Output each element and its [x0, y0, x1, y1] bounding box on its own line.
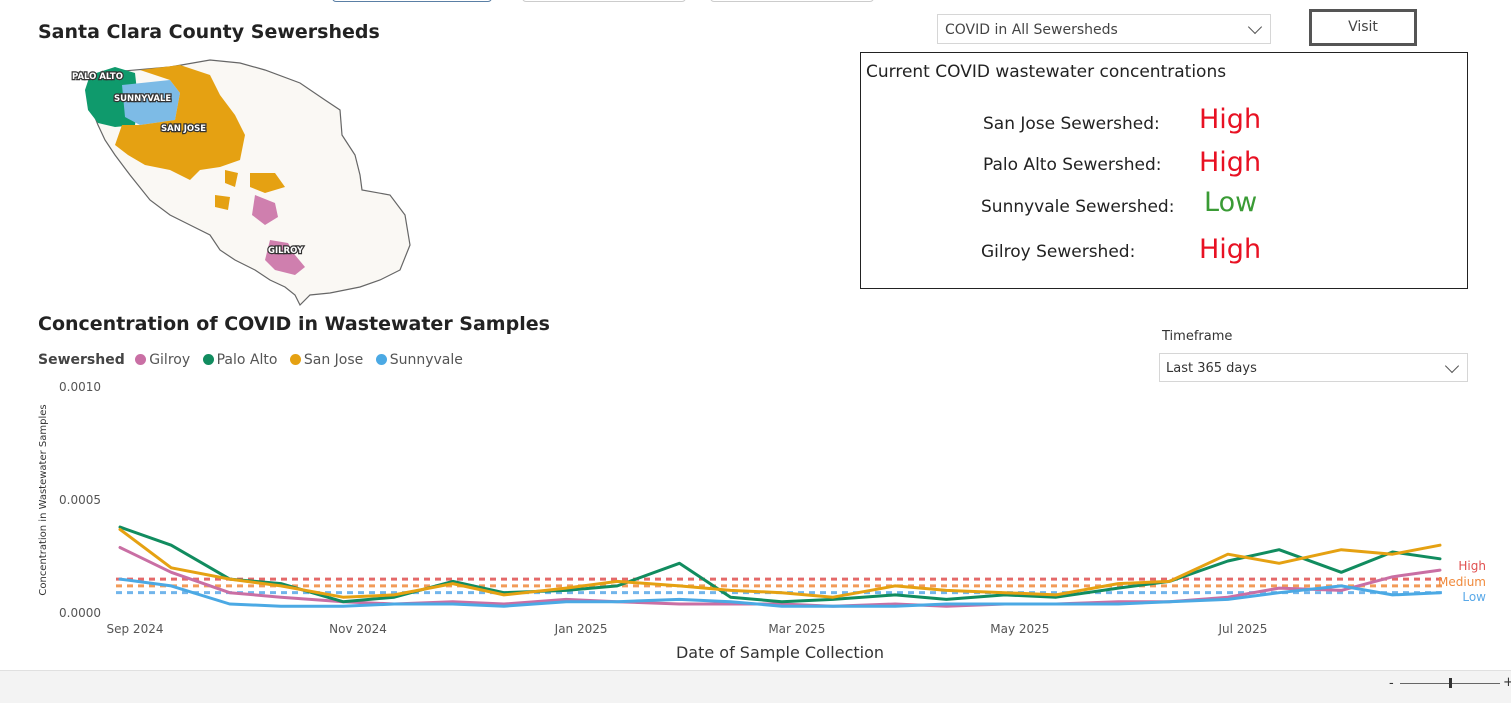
map-title: Santa Clara County Sewersheds: [38, 21, 380, 43]
map-label-palo-alto: PALO ALTO: [72, 72, 123, 82]
current-status-panel: Current COVID wastewater concentrations …: [860, 52, 1468, 289]
map-label-gilroy: GILROY: [268, 246, 304, 256]
legend-item-palo-alto[interactable]: Palo Alto: [202, 352, 278, 368]
map-label-sunnyvale: SUNNYVALE: [114, 94, 171, 104]
chart-legend: Sewershed Gilroy Palo Alto San Jose Sunn…: [38, 352, 471, 368]
timeframe-label: Timeframe: [1162, 329, 1233, 344]
legend-dot: [202, 354, 214, 365]
series-line-sunnyvale: [118, 577, 1442, 608]
san-jose-sewershed-part: [225, 170, 238, 187]
zoom-slider-handle[interactable]: [1449, 678, 1452, 688]
chart-title: Concentration of COVID in Wastewater Sam…: [38, 313, 550, 335]
series-line-san-jose: [118, 527, 1442, 599]
status-value-sunnyvale: Low: [1204, 187, 1258, 218]
legend-label: San Jose: [303, 352, 364, 368]
chevron-down-icon: [1247, 19, 1263, 35]
legend-item-san-jose[interactable]: San Jose: [289, 352, 364, 368]
status-value-gilroy: High: [1199, 234, 1262, 265]
status-label-palo-alto: Palo Alto Sewershed:: [983, 155, 1162, 175]
zoom-in-button[interactable]: +: [1503, 675, 1511, 690]
x-tick-label: Nov 2024: [329, 622, 387, 636]
legend-label: Gilroy: [149, 352, 191, 368]
san-jose-sewershed-part: [215, 195, 230, 210]
legend-dot: [135, 354, 147, 365]
top-tab-button-1[interactable]: [332, 0, 492, 2]
legend-dot: [375, 354, 387, 365]
timeframe-value: Last 365 days: [1166, 361, 1257, 376]
x-tick-label: Jan 2025: [554, 622, 608, 636]
y-tick-label: 0.0005: [59, 493, 101, 507]
status-label-sunnyvale: Sunnyvale Sewershed:: [981, 197, 1175, 217]
morgan-hill-area: [252, 195, 278, 225]
x-tick-label: May 2025: [990, 622, 1049, 636]
x-tick-label: Sep 2024: [107, 622, 164, 636]
timeframe-dropdown[interactable]: Last 365 days: [1159, 353, 1468, 382]
y-axis-label: Concentration in Wastewater Samples: [38, 404, 49, 595]
threshold-label-high: High: [1458, 559, 1486, 573]
x-axis-label: Date of Sample Collection: [676, 643, 884, 662]
legend-item-sunnyvale[interactable]: Sunnyvale: [375, 352, 463, 368]
x-tick-label: Mar 2025: [768, 622, 825, 636]
y-tick-label: 0.0000: [59, 606, 101, 620]
top-tab-button-3[interactable]: [710, 0, 874, 2]
sunnyvale-sewershed[interactable]: [122, 80, 180, 125]
threshold-label-medium: Medium: [1438, 575, 1486, 589]
visit-button[interactable]: Visit: [1309, 9, 1417, 46]
sewershed-map: PALO ALTO SUNNYVALE SAN JOSE GILROY: [71, 59, 411, 307]
status-value-palo-alto: High: [1199, 147, 1262, 178]
legend-dot: [289, 354, 301, 365]
sewershed-filter-value: COVID in All Sewersheds: [945, 22, 1118, 38]
san-jose-sewershed[interactable]: [115, 65, 245, 180]
status-value-san-jose: High: [1199, 104, 1262, 135]
legend-label: Sunnyvale: [389, 352, 463, 368]
wastewater-line-chart: 0.0000 0.0005 0.0010 Sep 2024 Nov 2024 Jan 20…: [38, 380, 1486, 662]
y-tick-label: 0.0010: [59, 380, 101, 394]
gilroy-sewershed[interactable]: [265, 240, 305, 275]
status-label-gilroy: Gilroy Sewershed:: [981, 242, 1136, 262]
legend-title: Sewershed: [38, 352, 125, 368]
sewershed-filter-dropdown[interactable]: COVID in All Sewersheds: [937, 14, 1271, 44]
status-heading: Current COVID wastewater concentrations: [866, 62, 1227, 82]
san-jose-sewershed-part: [250, 173, 285, 193]
threshold-label-low: Low: [1462, 590, 1486, 604]
legend-label: Palo Alto: [216, 352, 278, 368]
status-label-san-jose: San Jose Sewershed:: [983, 114, 1160, 134]
map-label-san-jose: SAN JOSE: [161, 124, 206, 134]
x-tick-label: Jul 2025: [1218, 622, 1268, 636]
legend-item-gilroy[interactable]: Gilroy: [135, 352, 190, 368]
series-line-palo-alto: [118, 525, 1442, 604]
top-tab-button-2[interactable]: [522, 0, 686, 2]
zoom-out-button[interactable]: -: [1389, 676, 1394, 691]
bottom-status-bar: - +: [0, 670, 1511, 703]
